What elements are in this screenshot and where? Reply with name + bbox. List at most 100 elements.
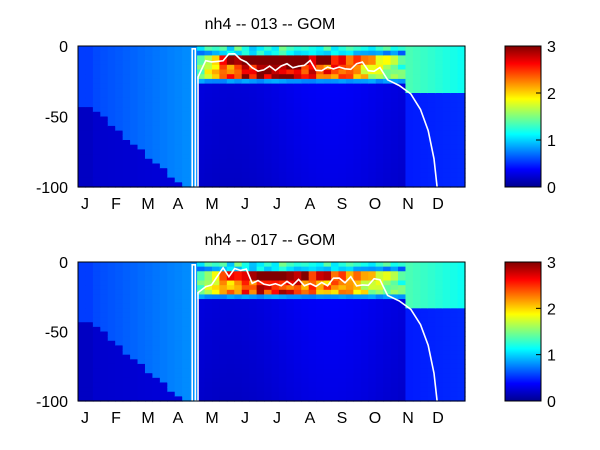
heatmap-cell <box>316 377 325 384</box>
heatmap-cell <box>211 331 220 337</box>
heatmap-cell <box>353 285 362 291</box>
heatmap-cell <box>412 107 421 113</box>
heatmap-cell <box>182 275 191 282</box>
heatmap-cell <box>264 177 273 183</box>
heatmap-cell <box>271 83 280 89</box>
heatmap-cell <box>286 359 295 365</box>
heatmap-cell <box>316 149 325 155</box>
heatmap-cell <box>189 387 198 393</box>
heatmap-cell <box>219 78 228 85</box>
heatmap-cell <box>271 299 280 305</box>
heatmap-cell <box>301 373 310 379</box>
heatmap-cell <box>174 359 183 365</box>
heatmap-cell <box>450 74 459 80</box>
heatmap-cell <box>427 125 436 132</box>
heatmap-cell <box>144 299 154 305</box>
heatmap-cell <box>256 271 265 277</box>
heatmap-cell <box>182 368 191 374</box>
heatmap-cell <box>226 345 235 351</box>
heatmap-cell <box>264 130 273 136</box>
heatmap-cell <box>159 266 168 272</box>
heatmap-cell <box>159 83 168 89</box>
heatmap-cell <box>137 326 146 333</box>
heatmap-cell <box>182 111 191 118</box>
heatmap-cell <box>398 350 407 356</box>
heatmap-cell <box>412 262 421 268</box>
heatmap-cell <box>256 262 265 268</box>
heatmap-cell <box>122 289 131 296</box>
heatmap-cell <box>204 382 213 388</box>
colorbar-tick-label: 1 <box>547 348 556 365</box>
heatmap-cell <box>211 64 220 71</box>
heatmap-cell <box>144 78 154 85</box>
heatmap-cell <box>420 177 429 183</box>
heatmap-cell <box>360 55 369 61</box>
heatmap-cell <box>234 354 243 360</box>
heatmap-cell <box>345 382 354 388</box>
heatmap-cell <box>264 340 273 346</box>
heatmap-cell <box>427 107 436 113</box>
heatmap-cell <box>383 121 392 127</box>
heatmap-cell <box>167 280 176 286</box>
heatmap-cell <box>338 135 347 141</box>
heatmap-cell <box>301 326 310 333</box>
heatmap-cell <box>398 289 407 296</box>
heatmap-cell <box>100 172 109 179</box>
heatmap-cell <box>241 111 250 118</box>
heatmap-cell <box>122 60 131 66</box>
heatmap-cell <box>360 93 369 99</box>
heatmap-cell <box>85 377 94 384</box>
heatmap-cell <box>241 317 250 323</box>
heatmap-cell <box>345 387 354 393</box>
heatmap-cell <box>308 368 317 374</box>
heatmap-cell <box>197 308 206 314</box>
heatmap-cell <box>226 163 235 169</box>
heatmap-cell <box>338 111 347 118</box>
heatmap-cell <box>204 140 213 146</box>
heatmap-cell <box>338 121 347 127</box>
heatmap-cell <box>182 168 191 174</box>
heatmap-cell <box>219 93 228 99</box>
heatmap-cell <box>204 182 213 188</box>
heatmap-cell <box>85 130 94 136</box>
heatmap-cell <box>189 294 198 300</box>
heatmap-cell <box>219 140 228 146</box>
heatmap-cell <box>442 271 451 277</box>
heatmap-cell <box>435 102 444 108</box>
heatmap-cell <box>107 396 116 402</box>
heatmap-cell <box>144 97 154 103</box>
heatmap-cell <box>353 331 362 337</box>
heatmap-cell <box>316 299 325 305</box>
heatmap-cell <box>211 158 220 165</box>
heatmap-cell <box>211 354 220 360</box>
heatmap-cell <box>152 121 161 127</box>
heatmap-cell <box>137 116 146 122</box>
heatmap-cell <box>115 262 124 268</box>
heatmap-cell <box>390 154 399 160</box>
heatmap-cell <box>167 285 176 291</box>
heatmap-cell <box>100 107 109 113</box>
heatmap-cell <box>271 396 280 402</box>
heatmap-cell <box>375 299 384 305</box>
heatmap-cell <box>189 382 198 388</box>
heatmap-cell <box>286 317 295 323</box>
heatmap-cell <box>286 74 295 80</box>
heatmap-cell <box>435 97 444 103</box>
heatmap-cell <box>159 97 168 103</box>
heatmap-cell <box>331 387 340 393</box>
heatmap-cell <box>256 396 265 402</box>
heatmap-cell <box>219 396 228 402</box>
heatmap-cell <box>122 107 131 113</box>
heatmap-cell <box>92 271 101 277</box>
heatmap-cell <box>107 326 116 333</box>
heatmap-cell <box>420 88 429 94</box>
heatmap-cell <box>323 144 332 150</box>
heatmap-cell <box>331 331 340 337</box>
heatmap-cell <box>122 46 131 52</box>
heatmap-cell <box>323 46 332 52</box>
heatmap-cell <box>398 182 407 188</box>
heatmap-cell <box>234 303 243 309</box>
heatmap-cell <box>85 102 94 108</box>
heatmap-cell <box>115 135 124 141</box>
heatmap-cell <box>323 107 332 113</box>
